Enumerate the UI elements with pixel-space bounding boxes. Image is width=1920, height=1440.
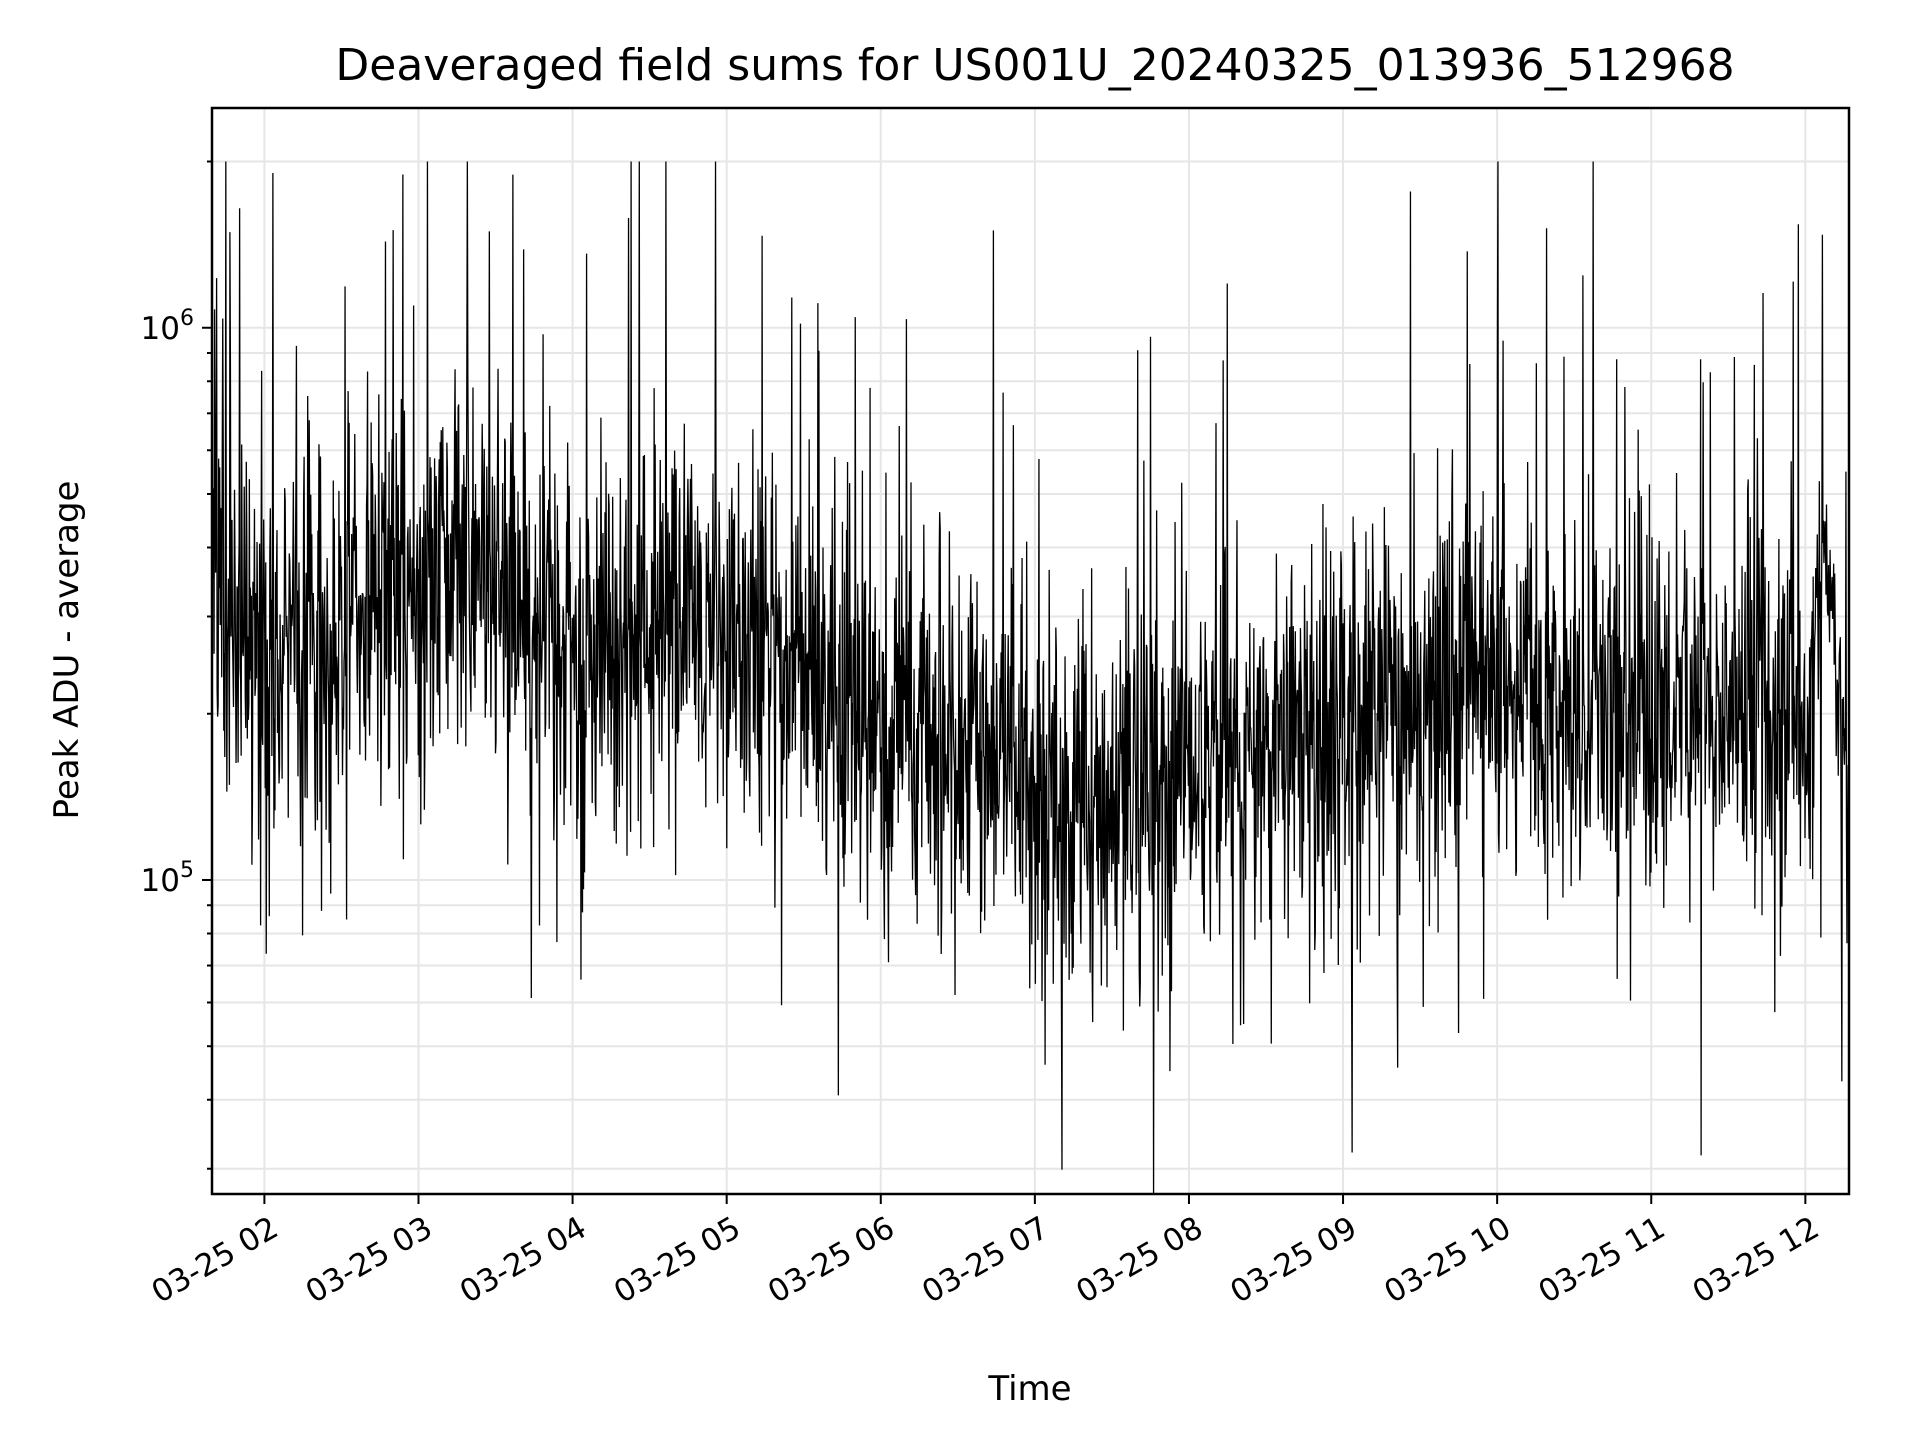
- x-tick-label: 03-25 10: [1378, 1210, 1517, 1311]
- x-tick-label: 03-25 02: [146, 1210, 285, 1311]
- x-tick-label: 03-25 11: [1533, 1210, 1672, 1311]
- x-tick-label: 03-25 05: [608, 1210, 747, 1311]
- plot-frame: [210, 106, 1851, 1196]
- x-tick-label: 03-25 08: [1070, 1210, 1209, 1311]
- data-series: [211, 161, 1850, 1195]
- x-tick-label: 03-25 07: [916, 1210, 1055, 1311]
- y-axis-label: Peak ADU - average: [47, 481, 87, 820]
- x-tick-label: 03-25 06: [762, 1210, 901, 1311]
- y-tick-label: 105: [141, 858, 194, 899]
- x-tick-label: 03-25 04: [454, 1210, 593, 1311]
- x-tick-label: 03-25 03: [300, 1210, 439, 1311]
- chart-title: Deaveraged field sums for US001U_2024032…: [335, 40, 1734, 91]
- x-axis-label: Time: [987, 1369, 1071, 1409]
- x-tick-label: 03-25 12: [1687, 1210, 1826, 1311]
- series-line: [211, 161, 1850, 1195]
- x-tick-label: 03-25 09: [1224, 1210, 1363, 1311]
- y-tick-label: 106: [141, 306, 194, 347]
